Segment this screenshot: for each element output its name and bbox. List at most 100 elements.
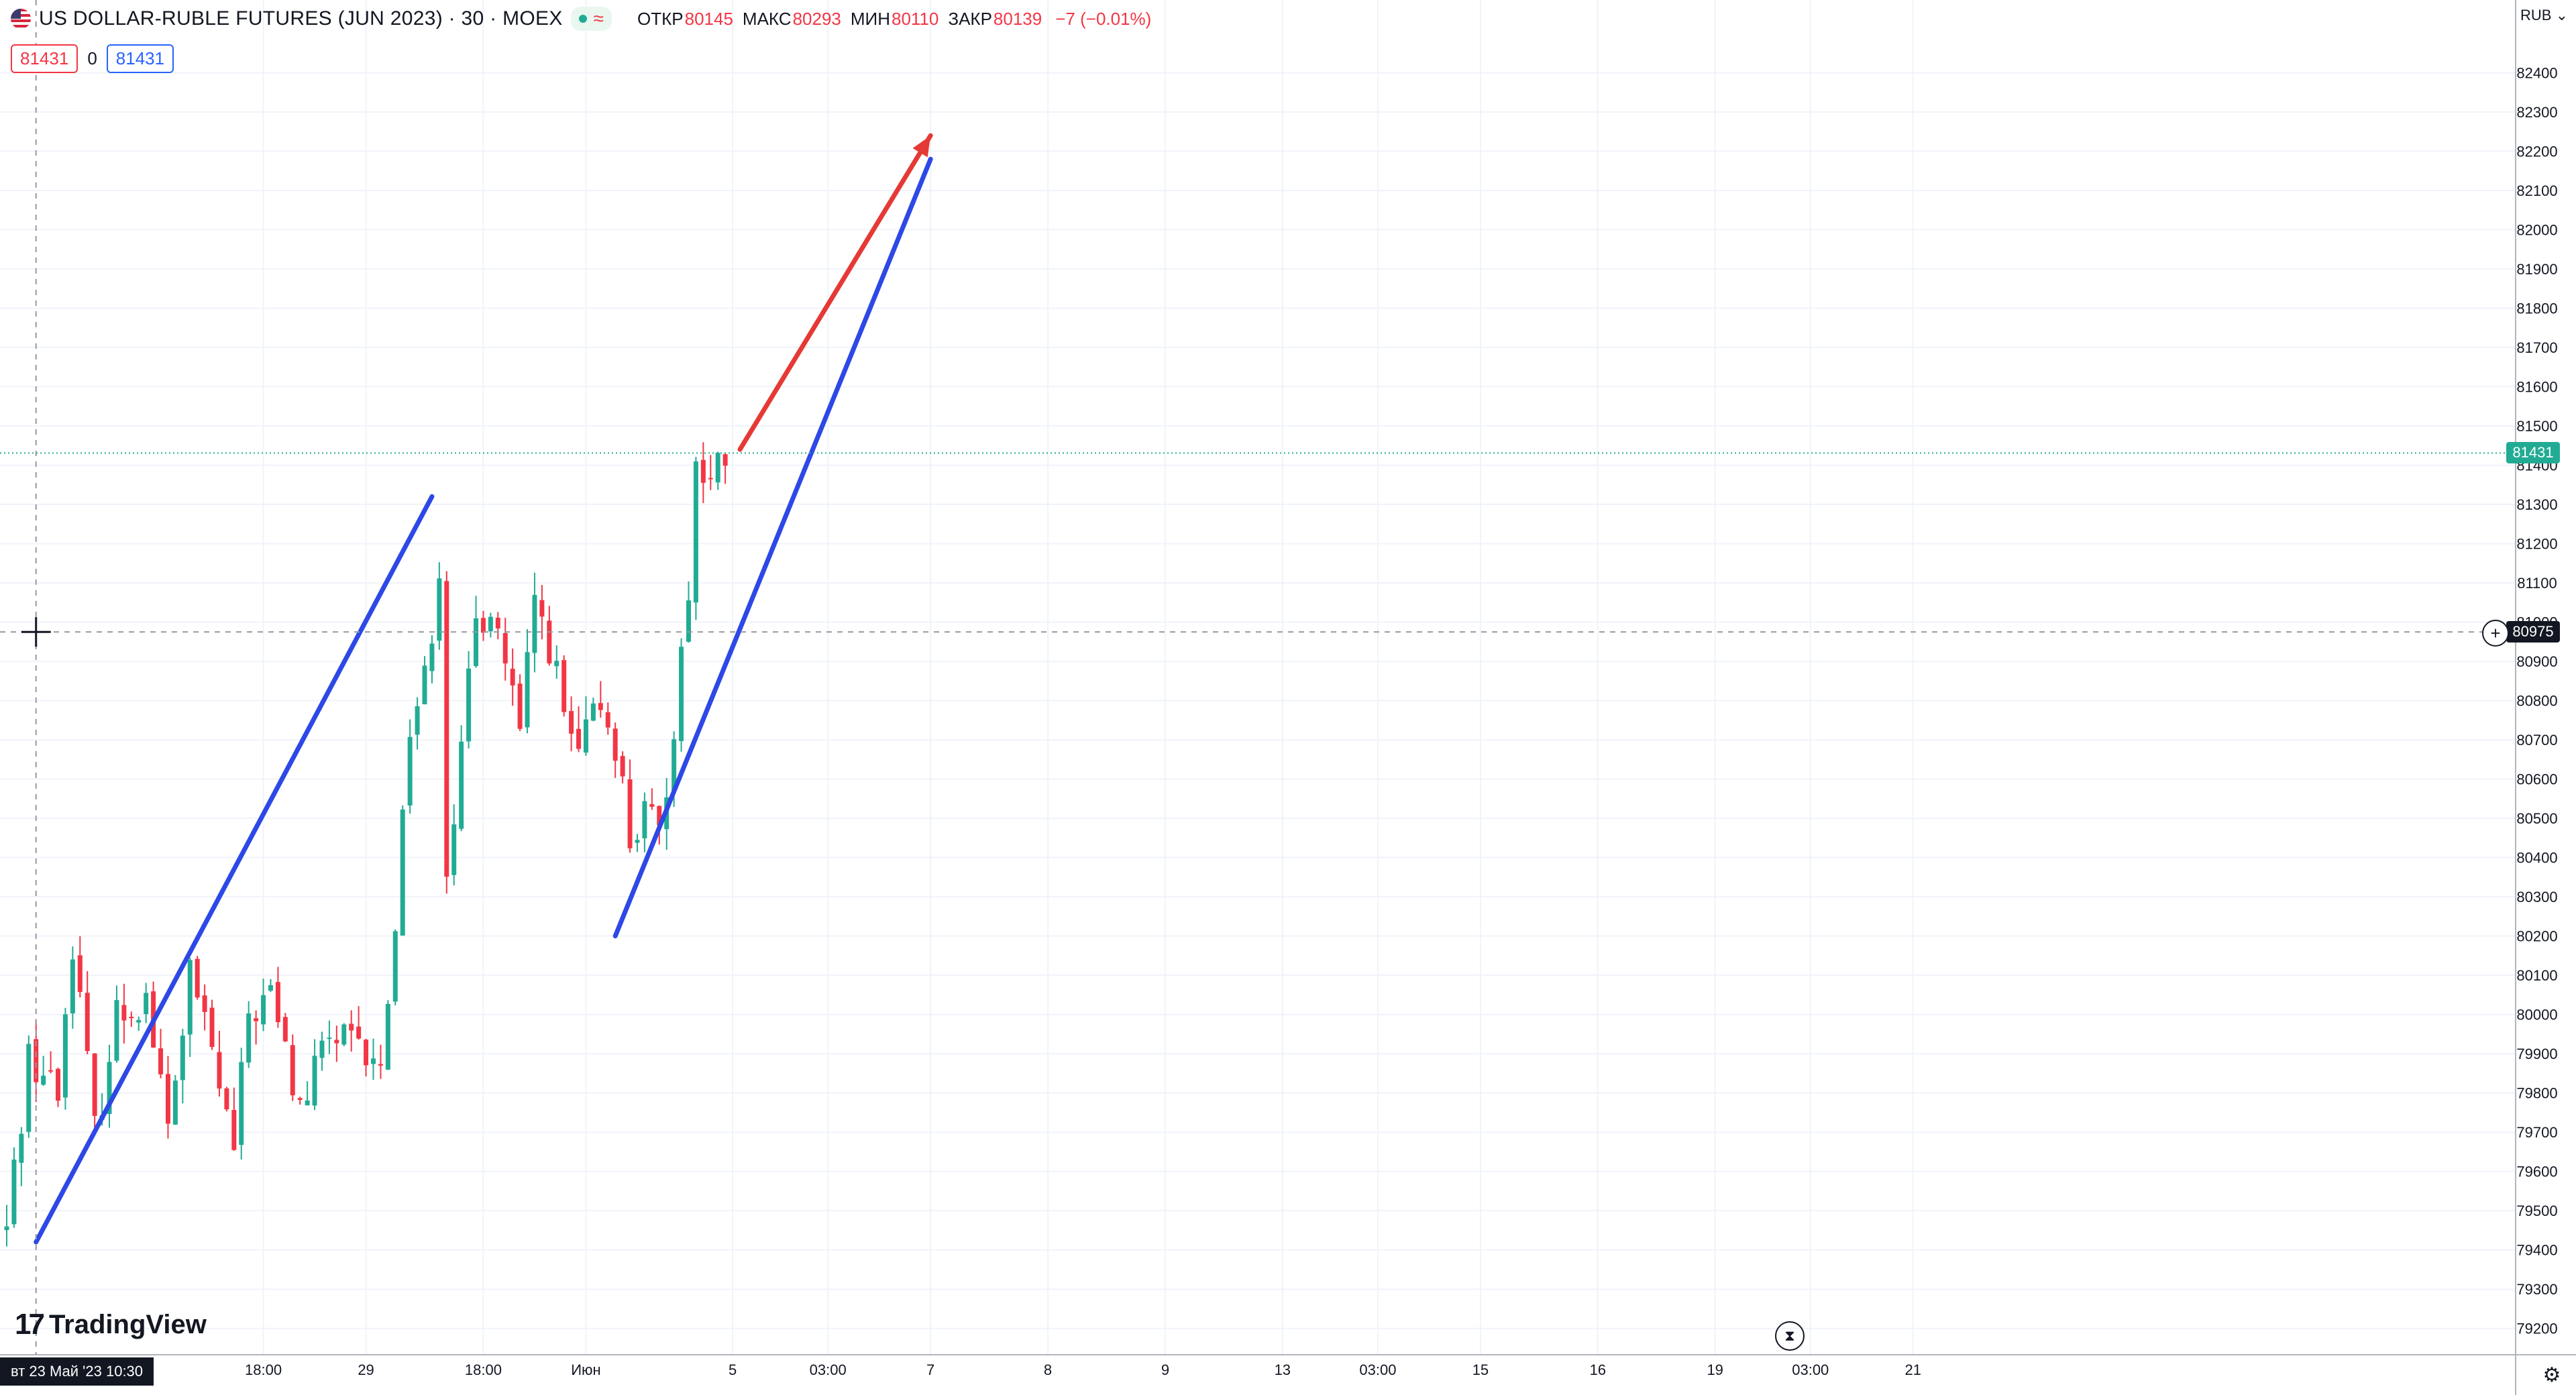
candle-body bbox=[327, 1038, 332, 1040]
settings-icon[interactable]: ⚙ bbox=[2542, 1363, 2561, 1386]
chart-legend: US DOLLAR-RUBLE FUTURES (JUN 2023) · 30 … bbox=[11, 7, 1151, 31]
candle-body bbox=[26, 1044, 32, 1132]
candle-body bbox=[590, 703, 596, 721]
time-tick-label: 03:00 bbox=[810, 1361, 847, 1378]
price-tick-label: 79700 bbox=[2516, 1124, 2557, 1141]
last-price-label: 81431 bbox=[2506, 442, 2560, 464]
candle-body bbox=[693, 461, 698, 603]
drawings bbox=[34, 133, 933, 1245]
candle-body bbox=[202, 995, 207, 1012]
candle-body bbox=[672, 739, 677, 792]
candle-body bbox=[495, 618, 500, 628]
candle-body bbox=[554, 661, 559, 667]
price-tick-label: 82400 bbox=[2516, 65, 2557, 82]
candle-body bbox=[4, 1226, 9, 1231]
price-tick-label: 81700 bbox=[2516, 339, 2557, 356]
market-status-pill[interactable]: ≈ bbox=[570, 7, 612, 31]
candle-body bbox=[657, 805, 662, 826]
candle-body bbox=[290, 1045, 295, 1096]
candle-body bbox=[312, 1056, 317, 1106]
candle-body bbox=[341, 1024, 347, 1045]
price-tick-label: 80100 bbox=[2516, 967, 2557, 984]
candle-body bbox=[708, 478, 713, 480]
time-tick-label: 03:00 bbox=[1359, 1361, 1396, 1378]
price-tick-label: 80700 bbox=[2516, 732, 2557, 748]
chevron-down-icon: ⌄ bbox=[2555, 7, 2568, 23]
candle-body bbox=[466, 668, 472, 742]
time-tick-label: Июн bbox=[571, 1361, 600, 1378]
candle-body bbox=[246, 1013, 252, 1063]
candle-body bbox=[400, 810, 405, 936]
time-tick-label: 15 bbox=[1472, 1361, 1489, 1378]
candle-body bbox=[356, 1026, 362, 1039]
candle-body bbox=[605, 712, 610, 728]
candle-body bbox=[305, 1100, 310, 1106]
price-tick-label: 81100 bbox=[2517, 575, 2557, 592]
trend-line bbox=[34, 494, 435, 1245]
candle-body bbox=[525, 652, 530, 728]
candle-body bbox=[686, 600, 691, 642]
candle-body bbox=[121, 1005, 127, 1021]
symbol-title[interactable]: US DOLLAR-RUBLE FUTURES (JUN 2023) · 30 … bbox=[39, 7, 563, 30]
candle-body bbox=[598, 703, 603, 710]
plus-circle-icon[interactable]: + bbox=[2482, 620, 2509, 647]
candle-body bbox=[297, 1098, 303, 1101]
price-tick-label: 80000 bbox=[2516, 1007, 2557, 1023]
candle-body bbox=[195, 958, 200, 998]
currency-label: RUB bbox=[2520, 7, 2552, 23]
candle-body bbox=[407, 736, 413, 806]
hourglass-icon[interactable]: ⧗ bbox=[1775, 1321, 1805, 1351]
candle-body bbox=[217, 1052, 222, 1089]
tradingview-logo[interactable]: 17 TradingView bbox=[15, 1308, 207, 1341]
arrow-head bbox=[912, 135, 931, 158]
candle-body bbox=[715, 453, 720, 483]
candle-body bbox=[415, 706, 420, 735]
price-tick-label: 79900 bbox=[2516, 1046, 2557, 1062]
candle-body bbox=[92, 1053, 97, 1116]
buy-price-button[interactable]: 81431 bbox=[106, 44, 174, 73]
price-tick-label: 80400 bbox=[2516, 850, 2557, 867]
candle-body bbox=[129, 1017, 134, 1019]
candle-body bbox=[437, 578, 442, 641]
price-tick-label: 80200 bbox=[2516, 928, 2557, 945]
candle-body bbox=[209, 1007, 215, 1048]
candle-body bbox=[480, 618, 486, 633]
candle-body bbox=[429, 643, 435, 671]
candle-body bbox=[224, 1088, 229, 1110]
time-tick-label: 18:00 bbox=[245, 1361, 282, 1378]
time-tick-label: 8 bbox=[1044, 1361, 1052, 1378]
currency-selector[interactable]: RUB ⌄ bbox=[2520, 7, 2568, 24]
candle-body bbox=[385, 1003, 390, 1070]
candle-body bbox=[187, 960, 193, 1035]
candle-body bbox=[275, 982, 280, 1023]
price-tick-label: 81800 bbox=[2516, 300, 2557, 317]
candle-body bbox=[583, 719, 588, 753]
candle-body bbox=[679, 647, 684, 741]
time-tick-label: 13 bbox=[1275, 1361, 1291, 1378]
time-tick-label: 03:00 bbox=[1792, 1361, 1829, 1378]
price-tick-label: 81200 bbox=[2516, 536, 2557, 553]
candle-body bbox=[627, 779, 633, 848]
price-tick-label: 80500 bbox=[2516, 810, 2557, 827]
candle-body bbox=[136, 1019, 142, 1023]
us-flag-icon bbox=[11, 9, 31, 29]
candle-body bbox=[334, 1040, 339, 1044]
candle-body bbox=[239, 1062, 244, 1146]
candle-body bbox=[282, 1017, 288, 1042]
time-tick-label: 16 bbox=[1590, 1361, 1606, 1378]
candle-body bbox=[474, 618, 479, 667]
time-tick-label: 21 bbox=[1905, 1361, 1921, 1378]
ohlc-close: ЗАКР80139 bbox=[948, 8, 1042, 29]
status-dot-icon bbox=[578, 15, 587, 23]
sell-price-button[interactable]: 81431 bbox=[11, 44, 78, 73]
candle-body bbox=[172, 1080, 178, 1125]
candle-body bbox=[620, 756, 625, 777]
candle-body bbox=[539, 600, 545, 617]
candle-body bbox=[488, 616, 493, 632]
time-tick-label: 18:00 bbox=[465, 1361, 502, 1378]
candle-body bbox=[77, 955, 83, 993]
candles bbox=[4, 442, 728, 1247]
candle-body bbox=[165, 1074, 170, 1124]
price-tick-label: 82200 bbox=[2516, 144, 2557, 160]
